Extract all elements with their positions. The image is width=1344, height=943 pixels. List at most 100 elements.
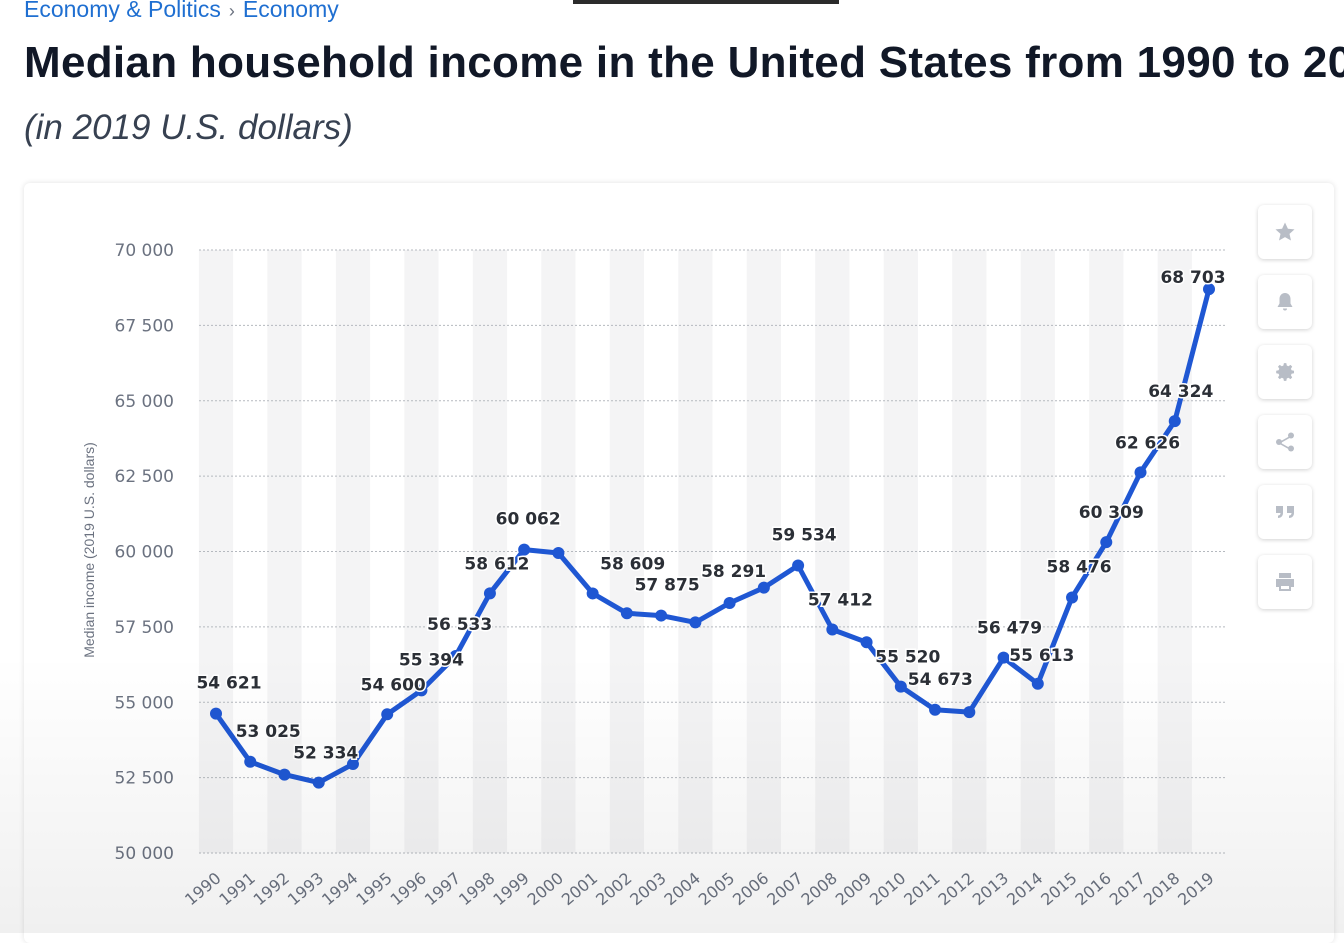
x-tick-label: 2007: [763, 869, 806, 910]
data-label: 60 062: [496, 510, 561, 530]
data-label: 56 533: [427, 615, 492, 635]
data-label: 54 673: [908, 670, 973, 690]
chart-band: [404, 250, 439, 853]
cite-button[interactable]: [1258, 485, 1312, 539]
chart-gridlines: [199, 249, 1226, 854]
data-point: [689, 616, 702, 629]
data-point: [518, 543, 531, 556]
x-tick-label: 2019: [1174, 869, 1217, 910]
x-axis-ticks: 1990199119921993199419951996199719981999…: [181, 869, 1217, 910]
data-label: 60 309: [1079, 503, 1144, 523]
data-point: [586, 587, 599, 600]
y-tick-label: 62 500: [115, 467, 174, 487]
data-label: 55 394: [399, 650, 464, 670]
x-tick-label: 2006: [729, 869, 772, 910]
data-label: 59 534: [772, 526, 837, 546]
data-label: 53 025: [236, 722, 301, 742]
chart-points: [210, 283, 1215, 789]
data-point: [757, 581, 770, 594]
data-point: [1100, 536, 1113, 549]
breadcrumb: Economy & Politics › Economy: [24, 0, 339, 23]
data-label: 58 476: [1047, 557, 1112, 577]
notification-button[interactable]: [1258, 275, 1312, 329]
y-tick-label: 52 500: [115, 769, 174, 789]
x-tick-label: 2018: [1140, 869, 1183, 910]
data-point: [1203, 283, 1215, 296]
x-tick-label: 1990: [181, 869, 224, 910]
x-tick-label: 2013: [969, 869, 1012, 910]
x-tick-label: 2011: [900, 869, 943, 910]
chart-band: [472, 250, 508, 853]
data-label: 54 600: [361, 675, 426, 695]
data-point: [723, 597, 736, 610]
data-label: 52 334: [293, 744, 358, 764]
chart-band: [1020, 250, 1055, 853]
data-point: [210, 707, 222, 720]
data-point: [552, 547, 565, 560]
data-point: [1066, 591, 1079, 604]
settings-button[interactable]: [1258, 345, 1312, 399]
y-axis-title: Median income (2019 U.S. dollars): [81, 442, 97, 658]
data-label: 57 412: [808, 591, 873, 611]
data-label: 58 291: [701, 562, 766, 582]
data-point: [655, 609, 668, 622]
x-tick-label: 2014: [1003, 869, 1046, 910]
data-point: [244, 755, 257, 768]
x-tick-label: 2016: [1071, 869, 1114, 910]
data-point: [963, 706, 976, 719]
star-icon: [1275, 222, 1295, 241]
favorite-button[interactable]: [1258, 205, 1312, 259]
data-point: [415, 684, 428, 697]
data-label: 54 621: [196, 674, 261, 694]
data-point: [894, 680, 907, 693]
breadcrumb-current-link[interactable]: Economy: [242, 0, 339, 22]
data-point: [826, 623, 839, 636]
chart-band: [1089, 250, 1124, 853]
breadcrumb-parent-link[interactable]: Economy & Politics: [24, 0, 221, 22]
y-tick-label: 60 000: [115, 543, 174, 563]
chart-band: [952, 250, 987, 853]
data-point: [792, 559, 805, 572]
x-tick-label: 1993: [284, 869, 327, 910]
x-tick-label: 2017: [1106, 869, 1149, 910]
data-label: 64 324: [1148, 382, 1213, 402]
x-tick-label: 2012: [934, 869, 977, 910]
x-tick-label: 1998: [455, 869, 498, 910]
data-point: [278, 768, 291, 781]
data-point: [449, 650, 462, 663]
print-button[interactable]: [1258, 555, 1312, 609]
data-label: 57 875: [635, 576, 700, 596]
y-tick-label: 55 000: [115, 693, 174, 713]
share-button[interactable]: [1258, 415, 1312, 469]
x-tick-label: 2005: [695, 869, 738, 910]
data-point: [1134, 466, 1147, 479]
chart-band: [609, 250, 645, 853]
data-point: [346, 758, 359, 771]
data-label: 58 609: [600, 554, 665, 574]
data-label: 55 520: [875, 648, 940, 668]
x-tick-label: 1995: [352, 869, 395, 910]
data-label: 68 703: [1160, 268, 1225, 288]
y-tick-label: 57 500: [115, 618, 174, 638]
page-subtitle: (in 2019 U.S. dollars): [24, 108, 353, 147]
data-label: 62 626: [1115, 433, 1180, 453]
x-tick-label: 2003: [626, 869, 669, 910]
data-label: 56 479: [977, 619, 1042, 639]
chart-series: [213, 286, 1212, 786]
data-point: [483, 587, 496, 600]
breadcrumb-separator-icon: ›: [228, 1, 235, 21]
x-tick-label: 2002: [592, 869, 635, 910]
x-tick-label: 2000: [524, 869, 567, 910]
x-tick-label: 1991: [215, 869, 258, 910]
x-tick-label: 1992: [250, 869, 293, 910]
x-tick-label: 1996: [387, 869, 430, 910]
y-tick-label: 50 000: [115, 844, 174, 864]
y-tick-label: 65 000: [115, 392, 174, 412]
video-top-bar: [573, 0, 839, 4]
x-tick-label: 2001: [558, 869, 601, 910]
data-point: [381, 708, 394, 721]
x-tick-label: 1997: [421, 869, 464, 910]
x-tick-label: 1994: [318, 869, 361, 910]
data-label: 58 612: [464, 554, 529, 574]
